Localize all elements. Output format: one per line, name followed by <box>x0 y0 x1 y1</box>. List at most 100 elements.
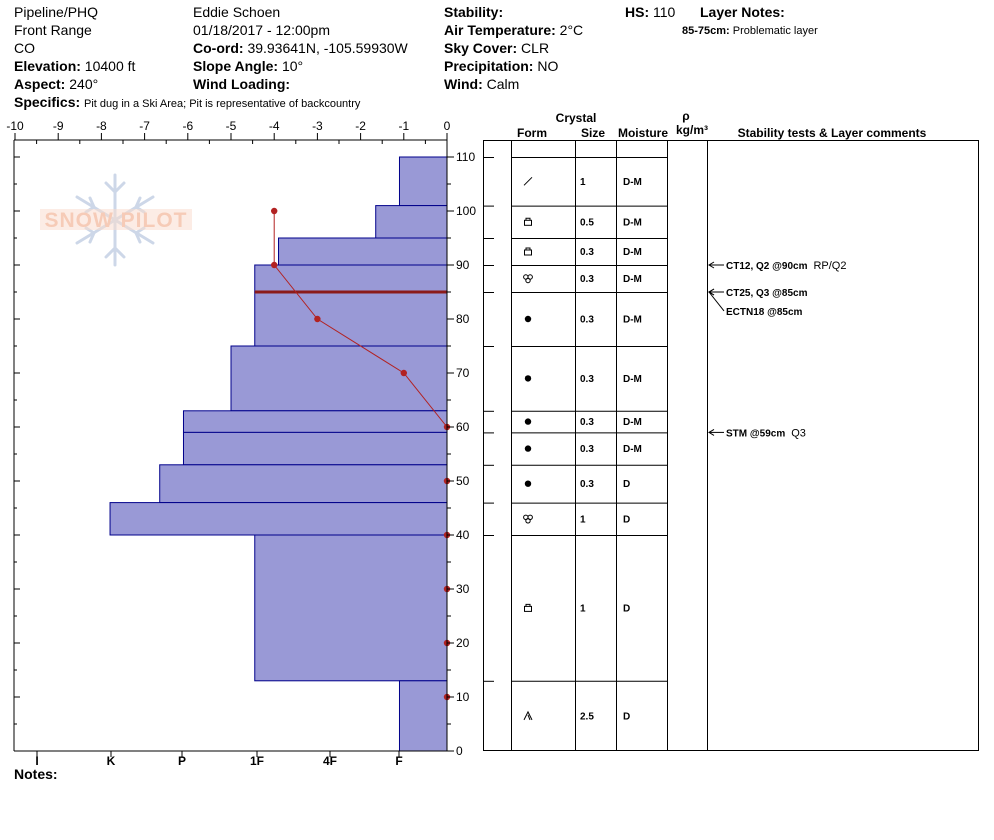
stability-comment-0: CT12, Q2 @90cm RP/Q2 <box>726 260 846 272</box>
stability-tests-header: Stability tests & Layer comments <box>738 126 927 140</box>
rounded-grain-icon <box>524 480 532 487</box>
hardness-tick-label: 4F <box>323 754 337 768</box>
elevation-value: 10400 ft <box>84 58 136 74</box>
precipitation-field: Precipitation: NO <box>444 57 558 75</box>
depth-tick-label: 110 <box>456 150 475 164</box>
form-header: Form <box>517 126 547 140</box>
observer-name: Eddie Schoen <box>193 4 281 20</box>
depth-tick-label: 0 <box>456 744 463 758</box>
layer-size-7: 0.3 <box>580 444 594 455</box>
size-header: Size <box>581 126 605 140</box>
specifics-value: Pit dug in a Ski Area; Pit is representa… <box>84 98 361 110</box>
plot-frame <box>13 140 448 752</box>
hardness-bar-8 <box>159 464 448 504</box>
hardness-bar-9 <box>109 502 448 536</box>
layer-table-frame <box>483 140 979 751</box>
range-name: Front Range <box>14 22 92 38</box>
specifics-label: Specifics: <box>14 94 81 110</box>
hardness-bar-1 <box>375 205 448 239</box>
layer-moisture-0: D-M <box>623 177 642 188</box>
clustered-grain-circle <box>525 518 531 524</box>
layer-size-5: 0.3 <box>580 374 594 385</box>
elevation-label: Elevation: <box>14 58 81 74</box>
slope-field: Slope Angle: 10° <box>193 57 303 75</box>
aspect-field: Aspect: 240° <box>14 75 98 93</box>
layer-moisture-5: D-M <box>623 374 642 385</box>
precip-particle-icon <box>523 176 533 186</box>
wind-loading-label: Wind Loading: <box>193 76 291 92</box>
hardness-tick-label: K <box>107 754 116 768</box>
stability-comment-3: STM @59cm Q3 <box>726 427 806 439</box>
hardness-bar-3 <box>254 264 448 293</box>
comment-leader-line <box>708 291 725 312</box>
rounded-grain-icon <box>524 418 532 425</box>
air-temp-label: Air Temperature: <box>444 22 556 38</box>
layer-notes-label: Layer Notes: <box>700 4 785 20</box>
faceted-grain-top <box>525 247 531 250</box>
coord-field: Co-ord: 39.93641N, -105.59930W <box>193 39 408 57</box>
layer-moisture-11: D <box>623 711 630 722</box>
snowpilot-logo: SNOW PILOT <box>40 173 192 267</box>
depth-tick-label: 80 <box>456 312 470 326</box>
temperature-point-2 <box>314 315 321 323</box>
hardness-axis: I K P 1F 4F F <box>35 751 403 768</box>
layer-moisture-1: D-M <box>623 217 642 228</box>
sky-cover-value: CLR <box>521 40 550 56</box>
layer-notes-text: Problematic layer <box>732 25 818 37</box>
logo-text: SNOW PILOT <box>45 209 188 232</box>
clustered-grain-icon <box>523 274 533 284</box>
hardness-tick-label: 1F <box>250 754 264 768</box>
temperature-tick-label: -4 <box>269 119 280 133</box>
clustered-grain-circle <box>525 277 531 284</box>
aspect-value: 240° <box>69 76 99 92</box>
hardness-tick-label: F <box>395 754 402 768</box>
layer-moisture-4: D-M <box>623 315 642 326</box>
temperature-tick-label: -5 <box>226 119 237 133</box>
stability-field: Stability: <box>444 3 503 21</box>
faceted-grain-icon <box>524 603 532 612</box>
comment-arrow-head <box>708 428 715 436</box>
layer-moisture-8: D <box>623 479 630 490</box>
observation-datetime: 01/18/2017 - 12:00pm <box>193 22 330 38</box>
layer-size-2: 0.3 <box>580 247 594 258</box>
temperature-point-1 <box>271 261 278 269</box>
layer-moisture-7: D-M <box>623 444 642 455</box>
temperature-axis: -10 -9 -8 -7 -6 -5 -4 -3 -2 -1 0 <box>6 119 451 144</box>
faceted-grain-box <box>524 249 532 256</box>
temperature-tick-label: -10 <box>6 119 24 133</box>
hs-label: HS: <box>625 4 650 20</box>
rounded-grain-icon <box>524 445 532 452</box>
depth-tick-label: 40 <box>456 528 470 542</box>
logo-banner <box>40 209 192 230</box>
depth-tick-label: 100 <box>456 204 476 218</box>
density-rho-header: ρ <box>682 109 689 123</box>
air-temp-field: Air Temperature: 2°C <box>444 21 583 39</box>
hardness-bar-0 <box>398 156 448 207</box>
temperature-point-3 <box>400 369 407 377</box>
air-temp-value: 2°C <box>559 22 584 38</box>
state-name: CO <box>14 40 35 56</box>
layer-moisture-6: D-M <box>623 417 642 428</box>
depth-tick-label: 50 <box>456 474 470 488</box>
wind-value: Calm <box>486 76 520 92</box>
density-unit-header: kg/m³ <box>676 123 708 137</box>
wind-label: Wind: <box>444 76 483 92</box>
faceted-grain-box <box>524 219 532 226</box>
rounded-grain-icon <box>524 315 532 323</box>
depth-hoar-outer <box>523 710 533 721</box>
wind-loading-field: Wind Loading: <box>193 75 290 93</box>
depth-tick-label: 90 <box>456 258 470 272</box>
depth-tick-label: 30 <box>456 582 470 596</box>
layer-size-9: 1 <box>580 514 586 525</box>
temperature-tick-label: -8 <box>96 119 107 133</box>
layer-table-rows: 1 D-M 0.5 D-M 0.3 D-M 0.3 D-M 0.3 D-M 0.3 D-M 0.3 D-M… <box>483 157 667 722</box>
notes-label: Notes: <box>14 766 58 782</box>
layer-size-10: 1 <box>580 603 586 614</box>
depth-tick-label: 20 <box>456 636 470 650</box>
hardness-bar-6 <box>182 410 448 433</box>
layer-size-1: 0.5 <box>580 217 594 228</box>
layer-size-11: 2.5 <box>580 711 594 722</box>
stability-comment-result: Q3 <box>791 427 806 439</box>
layer-notes-entry: 85-75cm: Problematic layer <box>682 22 818 40</box>
sky-cover-label: Sky Cover: <box>444 40 518 56</box>
